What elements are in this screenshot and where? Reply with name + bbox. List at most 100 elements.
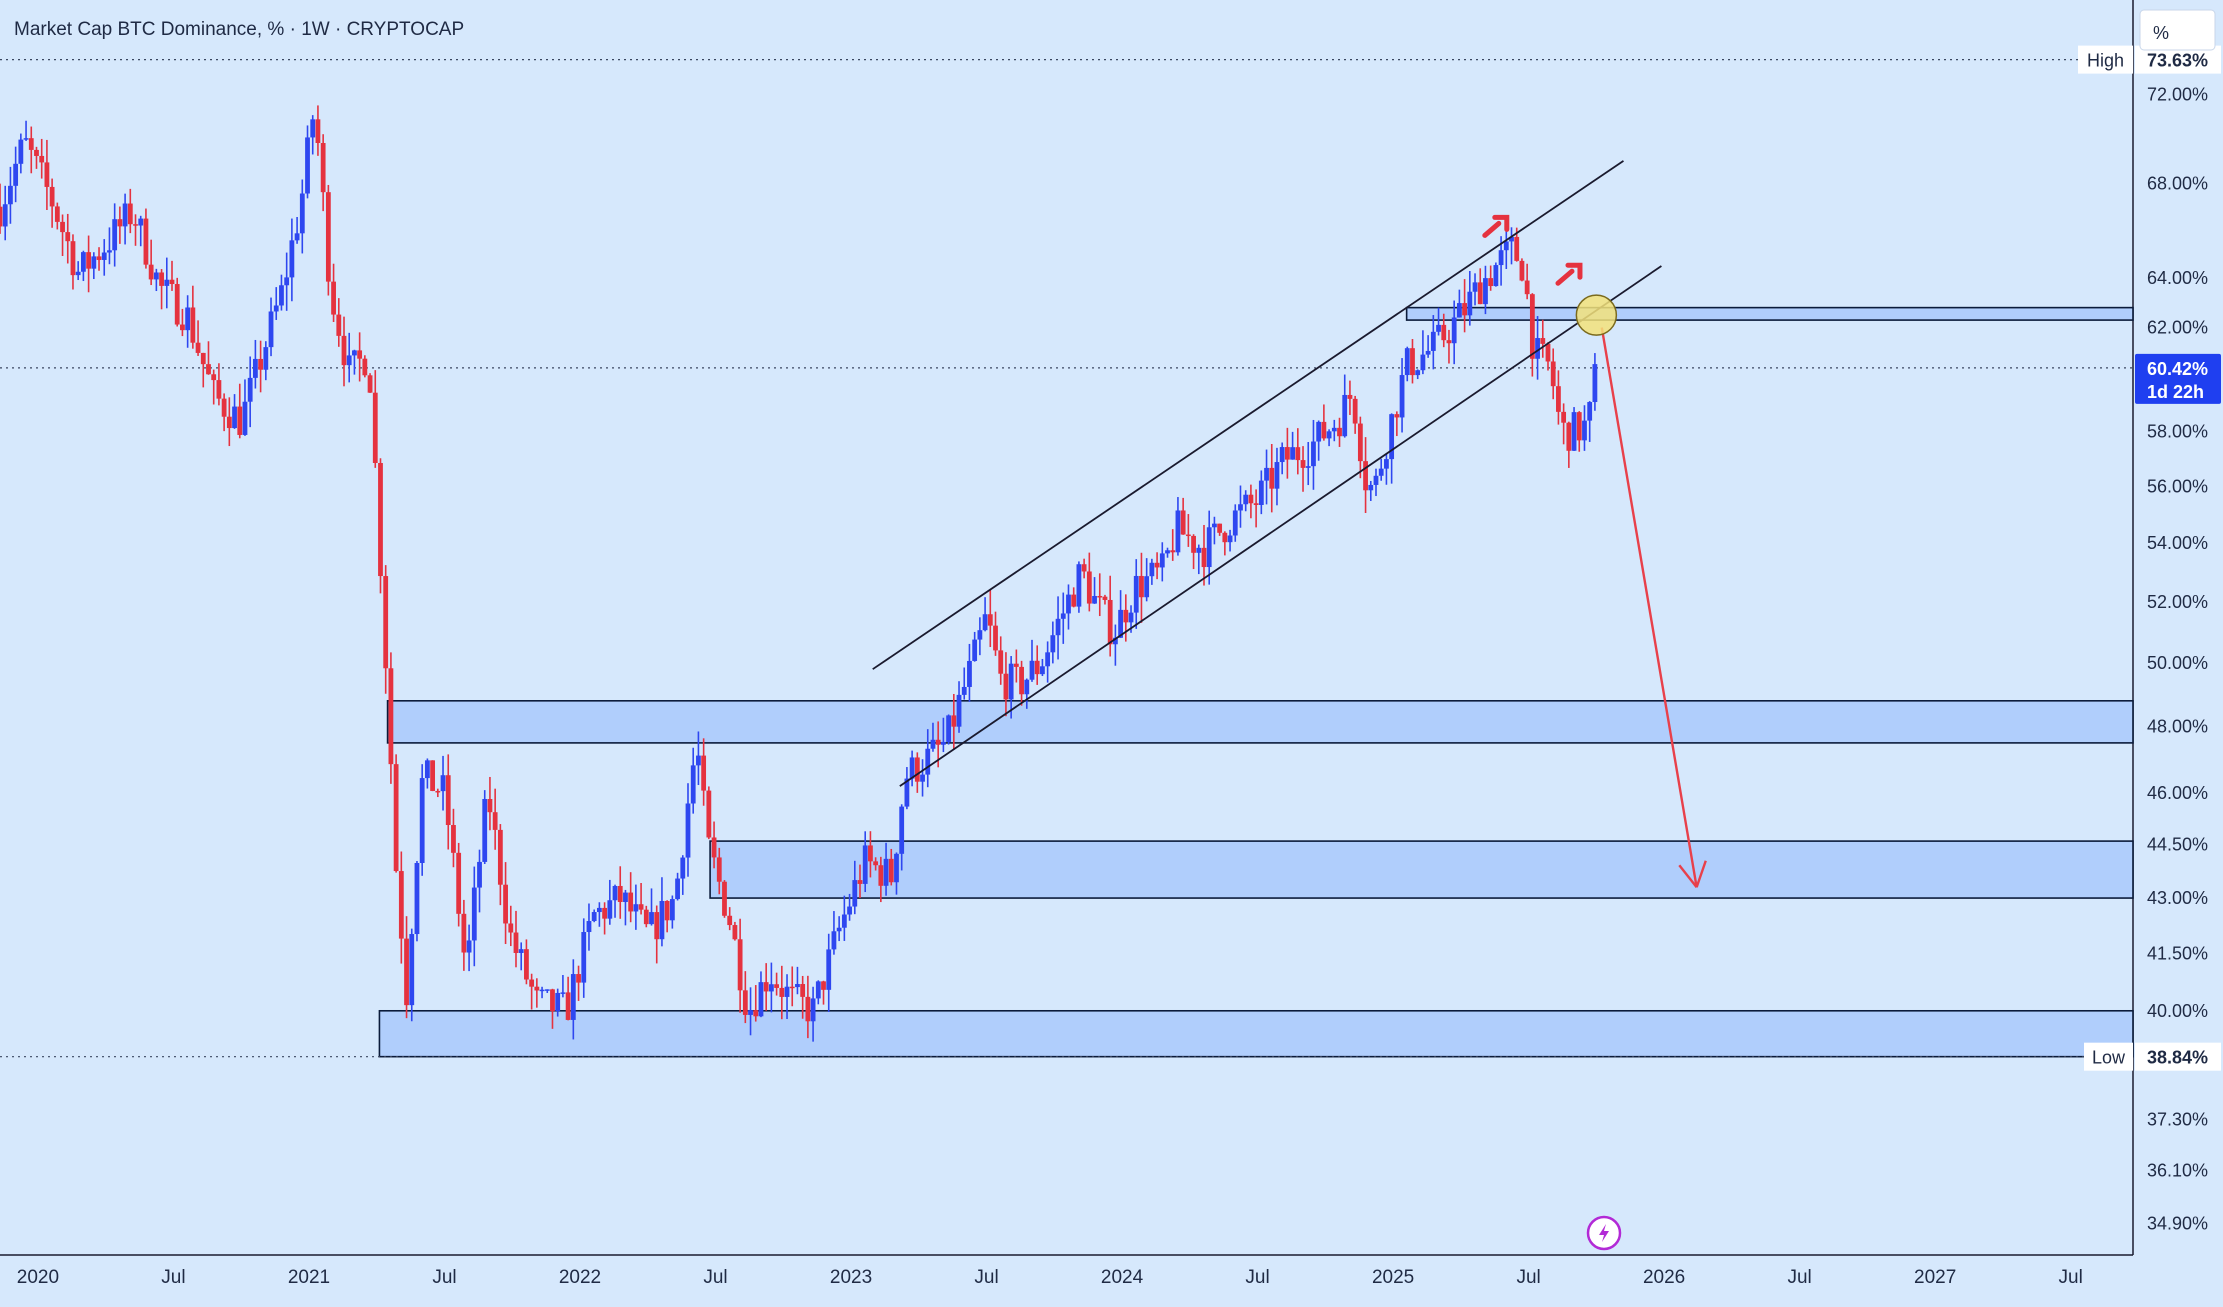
candle-body [1071, 594, 1077, 607]
candle-body [555, 992, 561, 1012]
candle-body [1498, 250, 1504, 266]
candle-body [518, 949, 524, 953]
sell-signal-icon [1555, 262, 1583, 286]
candle-body [497, 829, 503, 885]
candle-body [617, 885, 623, 903]
candle-body [1232, 510, 1238, 536]
candle-body [1227, 535, 1233, 543]
candle-body [1483, 278, 1488, 305]
candle-body [159, 272, 164, 286]
candle-body [664, 900, 670, 921]
candle-body [815, 981, 821, 999]
candle-body [1357, 423, 1363, 462]
candle-body [946, 715, 952, 742]
candle-body [372, 392, 378, 464]
candle-body [1050, 635, 1056, 653]
candle-body [305, 137, 310, 194]
candle-body [539, 989, 545, 992]
price-tick-label: 40.00% [2147, 1001, 2208, 1021]
unit-toggle-button-bg[interactable] [2139, 9, 2216, 51]
candle-body [524, 949, 529, 980]
candle-body [409, 934, 415, 1006]
candle-body [852, 880, 858, 907]
candle-body [529, 979, 535, 987]
candle-body [1102, 596, 1108, 600]
candle-body [972, 639, 978, 661]
lightning-icon[interactable] [1586, 1215, 1622, 1251]
candle-body [758, 982, 764, 1017]
price-tick-label: 58.00% [2147, 422, 2208, 442]
candle-body [987, 614, 993, 626]
candle-body [508, 923, 514, 933]
candle-body [1404, 348, 1410, 376]
current-price-value: 60.42% [2147, 359, 2208, 379]
candle-body [847, 906, 852, 915]
unit-toggle-button[interactable]: % [2153, 23, 2169, 43]
candle-body [1185, 534, 1191, 537]
candle-body [1415, 370, 1421, 376]
price-tick-label: 36.10% [2147, 1161, 2208, 1181]
candle-body [993, 625, 998, 651]
candle-body [0, 206, 3, 227]
candle-body [1191, 535, 1196, 553]
time-tick-label: Jul [161, 1267, 185, 1288]
candle-body [1394, 414, 1400, 418]
candle-body [1144, 576, 1150, 598]
candle-body [1582, 420, 1587, 441]
candle-body [1238, 504, 1243, 511]
candle-body [190, 307, 196, 343]
candle-body [690, 765, 696, 804]
candle-body [831, 931, 837, 950]
candle-body [1008, 663, 1014, 700]
price-tick-label: 64.00% [2147, 268, 2208, 288]
time-tick-label: Jul [974, 1267, 998, 1288]
candle-body [1550, 361, 1556, 387]
candle-body [122, 203, 128, 227]
candle-body [706, 790, 712, 838]
zone-3 [1405, 306, 2134, 321]
price-scale-panel[interactable] [2133, 0, 2223, 1307]
candle-body [550, 989, 555, 1012]
candle-body [127, 203, 133, 225]
candle-body [894, 853, 899, 883]
candle-body [247, 377, 253, 402]
time-tick-label: 2020 [17, 1267, 59, 1288]
candle-body [612, 885, 618, 901]
candle-body [638, 904, 644, 910]
candle-body [221, 398, 227, 417]
candle-body [701, 755, 707, 791]
candle-body [1112, 637, 1118, 645]
price-tick-label: 68.00% [2147, 174, 2208, 194]
candle-body [607, 900, 613, 919]
candle-body [169, 279, 175, 285]
chart-title: Market Cap BTC Dominance, % · 1W · CRYPT… [14, 19, 464, 40]
candle-body [1488, 278, 1494, 287]
candle-body [346, 355, 352, 366]
sell-signal-icon [1482, 214, 1510, 238]
candle-body [28, 138, 34, 150]
candle-body [1175, 510, 1181, 553]
candle-body [1139, 575, 1144, 598]
candle-body [237, 406, 243, 435]
candle-body [1060, 613, 1066, 619]
candle-body [862, 845, 868, 884]
candle-body [294, 233, 300, 241]
time-tick-label: 2024 [1101, 1267, 1144, 1288]
candle-body [1540, 338, 1546, 344]
price-tick-label: 48.00% [2147, 717, 2208, 737]
candle-body [1045, 652, 1051, 667]
price-tick-label: 41.50% [2147, 943, 2208, 963]
candle-body [1378, 468, 1384, 476]
candle-body [1462, 303, 1468, 316]
candle-body [841, 914, 847, 928]
candle-body [742, 990, 748, 1015]
candle-body [732, 925, 738, 940]
candle-body [80, 252, 86, 272]
candle-body [795, 984, 800, 988]
candle-body [1086, 571, 1092, 604]
retest-highlight-circle [1575, 294, 1618, 336]
candle-body [1467, 291, 1473, 316]
candle-body [70, 241, 76, 276]
